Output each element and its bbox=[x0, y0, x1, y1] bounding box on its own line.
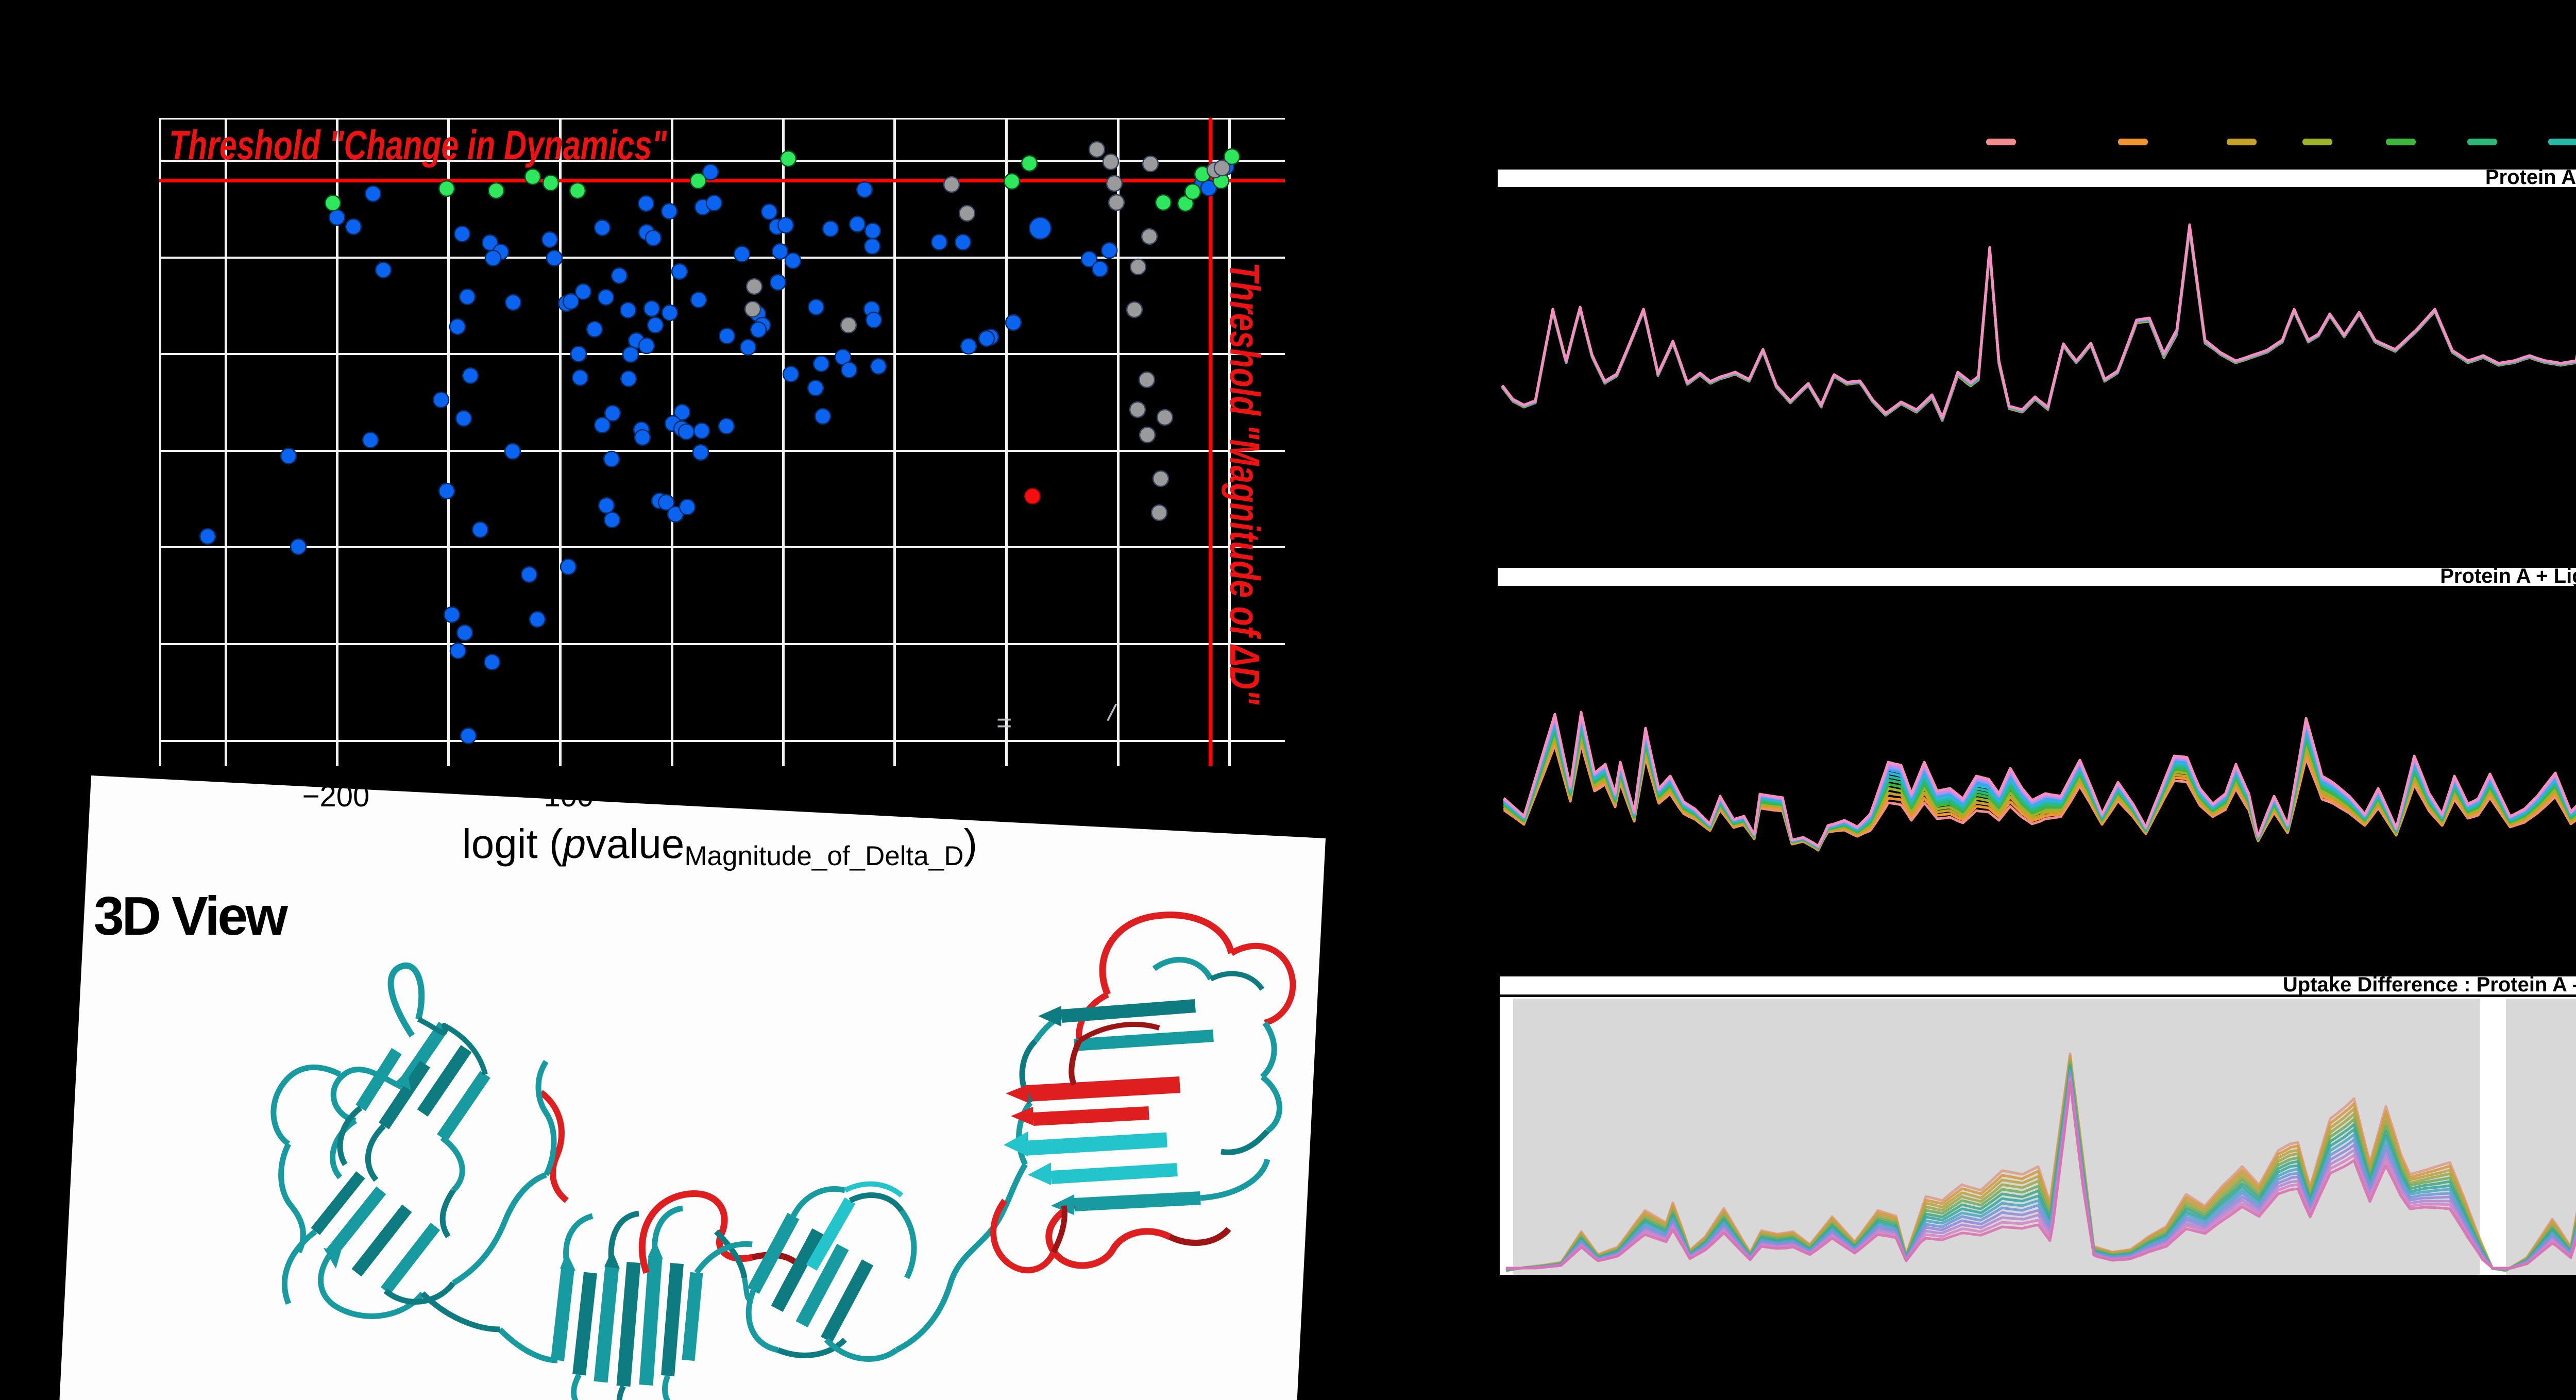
svg-text:=: = bbox=[996, 708, 1012, 738]
svg-text:logit (pvalueMagnitude_of_Delt: logit (pvalueMagnitude_of_Delta_D) bbox=[462, 821, 977, 871]
svg-text:Protein A: Protein A bbox=[2485, 166, 2576, 189]
svg-text:3D View: 3D View bbox=[94, 886, 289, 947]
svg-text:−200: −200 bbox=[302, 780, 370, 813]
svg-text:Threshold "Magnitude of ΔD": Threshold "Magnitude of ΔD" bbox=[1221, 262, 1268, 705]
svg-text:−100: −100 bbox=[527, 780, 594, 813]
svg-text:Threshold "Change in Dynamics": Threshold "Change in Dynamics" bbox=[169, 122, 667, 168]
svg-text:Protein A + Ligand: Protein A + Ligand bbox=[2440, 565, 2576, 587]
svg-text:Uptake Difference : Protein A: Uptake Difference : Protein A - (Protein… bbox=[2283, 973, 2576, 996]
